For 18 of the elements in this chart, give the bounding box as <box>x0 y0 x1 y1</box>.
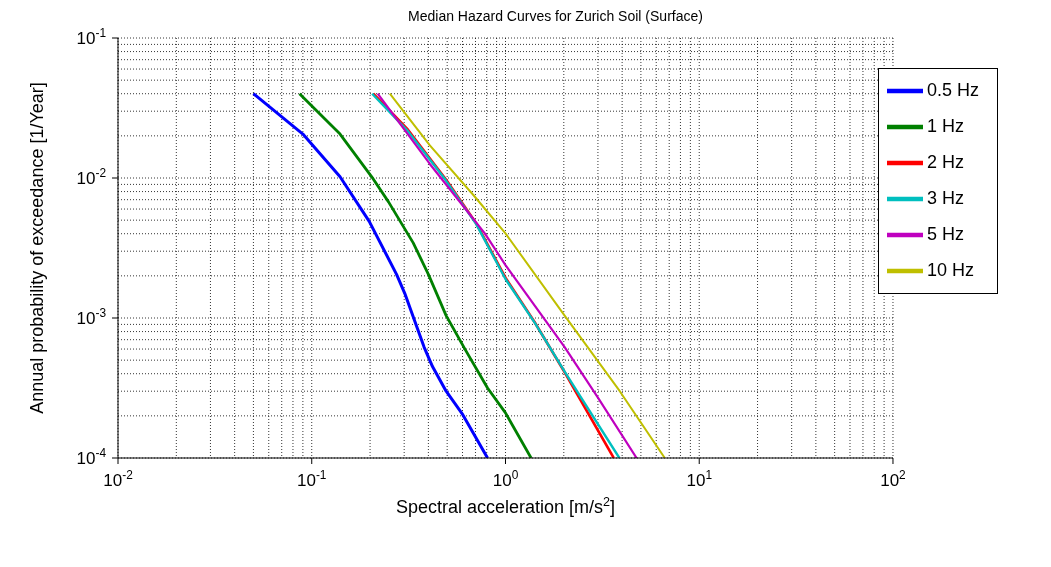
legend-label: 3 Hz <box>926 187 964 208</box>
x-tick-label: 10$^{-2}$ <box>103 468 134 490</box>
legend-label: 5 Hz <box>926 223 964 244</box>
legend-label: 2 Hz <box>926 151 964 172</box>
x-tick-label: 10$^{-1}$ <box>296 468 327 490</box>
y-tick-label: 10$^{-1}$ <box>76 26 107 48</box>
legend-label: 1 Hz <box>926 115 964 136</box>
y-tick-label: 10$^{-3}$ <box>76 306 107 328</box>
y-tick-label: 10$^{-2}$ <box>76 166 107 188</box>
legend-label: 0.5 Hz <box>926 79 979 100</box>
x-tick-label: 10$^{2}$ <box>880 468 907 490</box>
y-tick-label: 10$^{-4}$ <box>76 446 107 468</box>
legend-label: 10 Hz <box>926 259 974 280</box>
x-tick-label: 10$^{1}$ <box>686 468 713 490</box>
y-axis-title: Annual probability of exceedance [1/Year] <box>27 82 47 414</box>
x-tick-label: 10$^{0}$ <box>492 468 519 490</box>
chart-title: Median Hazard Curves for Zurich Soil (Surface) <box>408 8 703 24</box>
x-axis-title: Spectral acceleration [m/s$^{2}$] <box>395 495 616 517</box>
